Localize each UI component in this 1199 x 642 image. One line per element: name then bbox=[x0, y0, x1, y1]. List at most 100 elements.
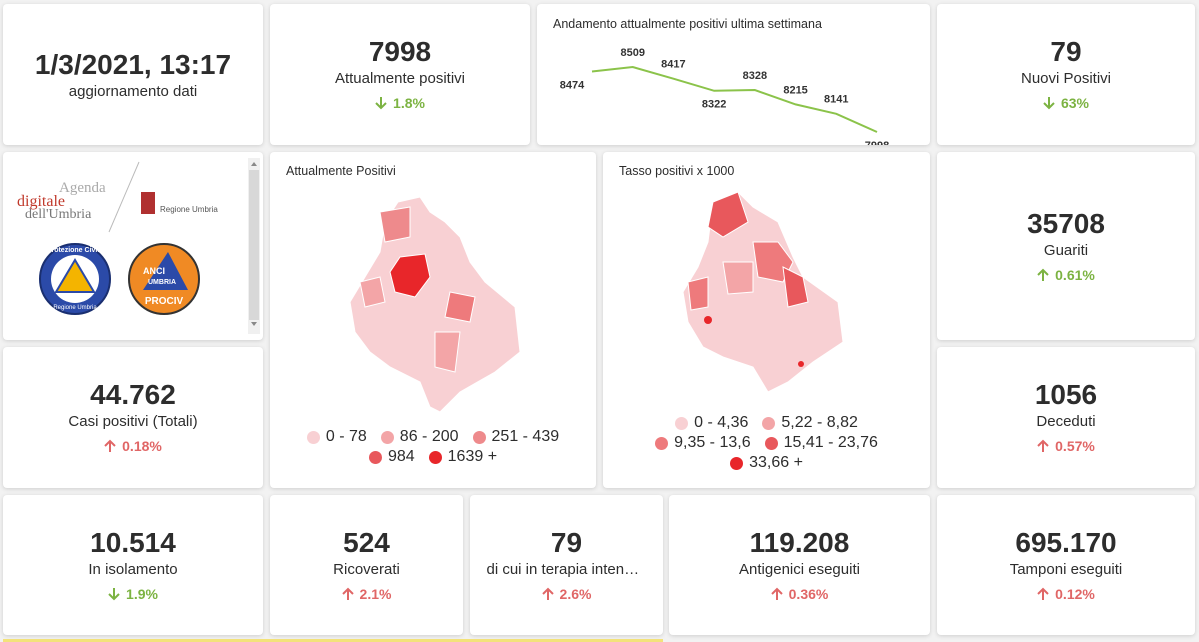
update-card: 1/3/2021, 13:17 aggiornamento dati bbox=[3, 4, 263, 145]
kpi-change: 0.36% bbox=[770, 583, 828, 605]
map-area bbox=[359, 276, 386, 308]
legend-swatch bbox=[655, 436, 669, 450]
kpi-value: 524 bbox=[343, 526, 390, 558]
logos: Agenda digitale dell'Umbria Regione Umbr… bbox=[17, 158, 260, 334]
kpi-card: 35708 Guariti 0.61% bbox=[937, 152, 1195, 340]
kpi-change: 0.57% bbox=[1037, 435, 1095, 457]
kpi-change: 1.9% bbox=[108, 583, 158, 605]
sparkline-label: 8417 bbox=[661, 59, 685, 71]
sparkline: Andamento attualmente positivi ultima se… bbox=[553, 17, 889, 145]
sparkline-label: 7998 bbox=[865, 140, 889, 145]
map-area bbox=[798, 361, 804, 367]
map-area bbox=[782, 266, 809, 308]
trend-arrow bbox=[1043, 97, 1055, 110]
sparkline-label: 8474 bbox=[560, 79, 585, 91]
map-region bbox=[682, 191, 844, 393]
legend-item: 251 - 439 bbox=[472, 428, 560, 446]
kpi-value: 695.170 bbox=[1015, 526, 1117, 558]
legend-swatch bbox=[675, 416, 689, 430]
kpi-card: 119.208 Antigenici eseguiti 0.36% bbox=[669, 495, 930, 635]
sparkline-label: 8328 bbox=[743, 70, 767, 82]
update-label: aggiornamento dati bbox=[68, 82, 198, 100]
map-area bbox=[704, 316, 712, 324]
legend-swatch bbox=[762, 416, 776, 430]
arrow-shape bbox=[108, 587, 120, 600]
bottom-bar bbox=[3, 639, 663, 642]
kpi-change-text: 63% bbox=[1060, 95, 1090, 111]
kpi-label: Attualmente positivi bbox=[334, 70, 466, 87]
map-area bbox=[379, 206, 411, 243]
legend-item: 9,35 - 13,6 bbox=[655, 434, 751, 452]
trend-arrow bbox=[341, 587, 354, 600]
legend-item: 984 bbox=[368, 448, 415, 466]
logo-text: dell'Umbria bbox=[25, 207, 92, 222]
logo-text: PROCIV bbox=[145, 296, 184, 307]
kpi-card: 44.762 Casi positivi (Totali) 0.18% bbox=[3, 347, 263, 488]
update-time: 1/3/2021, 13:17 bbox=[34, 48, 232, 80]
arrow-shape bbox=[1037, 587, 1049, 600]
legend-label: 33,66 + bbox=[749, 454, 803, 471]
logos-card: Agenda digitale dell'Umbria Regione Umbr… bbox=[3, 152, 263, 340]
map-legend: 0 - 4,36 5,22 - 8,82 9,35 - 13,6 15,41 - 23… bbox=[642, 414, 892, 472]
legend-label: 251 - 439 bbox=[491, 428, 560, 445]
logo-text: ANCI bbox=[143, 266, 165, 276]
scroll-thumb[interactable] bbox=[249, 170, 259, 320]
legend-item: 86 - 200 bbox=[380, 428, 459, 446]
legend-label: 5,22 - 8,82 bbox=[781, 414, 858, 431]
kpi-value: 7998 bbox=[368, 36, 432, 67]
scroll-up[interactable] bbox=[251, 162, 257, 166]
kpi-card: 79 di cui in terapia intensiva 2.6% bbox=[470, 495, 663, 635]
kpi-card: 695.170 Tamponi eseguiti 0.12% bbox=[937, 495, 1195, 635]
logo-text: Regione Umbria bbox=[160, 205, 218, 214]
map-legend: 0 - 78 86 - 200 251 - 439 984 1639 + bbox=[288, 428, 578, 466]
legend-item: 0 - 78 bbox=[306, 428, 367, 446]
scroll-down[interactable] bbox=[251, 322, 257, 326]
arrow-shape bbox=[541, 587, 554, 600]
kpi-value: 1056 bbox=[1034, 379, 1098, 410]
kpi-change-text: 0.18% bbox=[122, 438, 162, 454]
map-card: Tasso positivi x 1000 0 - 4,36 5,22 - 8,8… bbox=[603, 152, 930, 488]
kpi-card: 79 Nuovi Positivi 63% bbox=[937, 4, 1195, 145]
map bbox=[349, 196, 521, 413]
kpi-change-text: 1.8% bbox=[393, 95, 425, 111]
anci-triangle bbox=[143, 252, 188, 290]
divider bbox=[108, 161, 140, 233]
kpi-change-text: 0.57% bbox=[1055, 438, 1095, 454]
arrow-shape bbox=[341, 587, 354, 600]
legend-swatch bbox=[306, 430, 320, 444]
legend-swatch bbox=[380, 430, 394, 444]
kpi-change-text: 0.61% bbox=[1055, 266, 1095, 283]
civil-protection-triangle bbox=[54, 258, 96, 293]
arrow-shape bbox=[1043, 97, 1055, 110]
legend-label: 9,35 - 13,6 bbox=[674, 434, 751, 451]
legend-item: 1639 + bbox=[428, 448, 498, 466]
trend-arrow bbox=[104, 439, 116, 452]
map-region bbox=[349, 196, 521, 413]
legend-item: 33,66 + bbox=[730, 454, 803, 472]
kpi-change: 0.18% bbox=[104, 435, 162, 457]
sparkline-line bbox=[591, 65, 878, 133]
legend-swatch bbox=[368, 450, 382, 464]
legend-swatch bbox=[428, 450, 442, 464]
kpi-change: 0.61% bbox=[1037, 264, 1095, 286]
kpi-card: 7998 Attualmente positivi 1.8% bbox=[270, 4, 530, 145]
logo-text: Regione Umbria bbox=[53, 305, 97, 311]
logo-text: UMBRIA bbox=[148, 279, 176, 286]
legend-label: 1639 + bbox=[447, 448, 498, 465]
kpi-change-text: 0.12% bbox=[1055, 585, 1095, 602]
map-area bbox=[434, 331, 461, 373]
kpi-value: 79 bbox=[550, 526, 583, 558]
kpi-label: di cui in terapia intensiva bbox=[486, 560, 647, 578]
kpi-label: Ricoverati bbox=[333, 560, 400, 578]
kpi-card: 524 Ricoverati 2.1% bbox=[270, 495, 463, 635]
map-area bbox=[722, 261, 754, 295]
arrow-shape bbox=[1037, 268, 1049, 281]
trend-arrow bbox=[1037, 439, 1049, 452]
kpi-value: 79 bbox=[1050, 36, 1082, 67]
kpi-value: 44.762 bbox=[90, 379, 176, 410]
kpi-change-text: 2.1% bbox=[359, 585, 392, 602]
trend-arrow bbox=[770, 587, 783, 600]
legend-swatch bbox=[472, 430, 486, 444]
legend-swatch bbox=[764, 436, 778, 450]
